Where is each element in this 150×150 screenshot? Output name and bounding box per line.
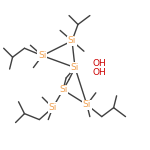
Text: Si: Si [48, 103, 57, 112]
Text: Si: Si [68, 36, 76, 45]
Text: OH: OH [93, 59, 107, 68]
Text: Si: Si [71, 63, 79, 72]
Text: Si: Si [83, 100, 91, 109]
Text: Si: Si [38, 51, 46, 60]
Text: OH: OH [93, 68, 107, 76]
Text: Si: Si [59, 85, 67, 94]
